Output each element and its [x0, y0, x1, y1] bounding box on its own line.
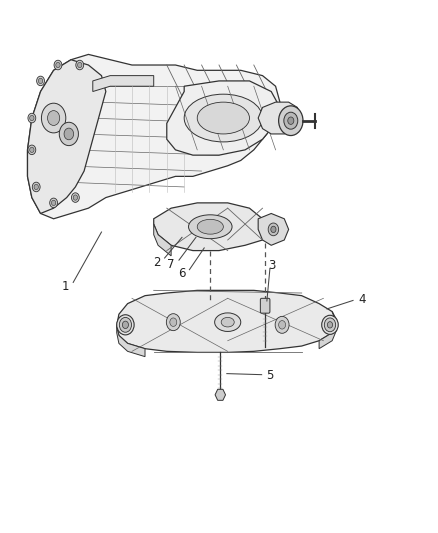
Ellipse shape [117, 315, 134, 335]
Polygon shape [117, 326, 145, 357]
Circle shape [39, 78, 43, 84]
Circle shape [288, 117, 294, 124]
Circle shape [42, 103, 66, 133]
Polygon shape [28, 60, 106, 214]
Circle shape [324, 318, 336, 332]
Polygon shape [93, 76, 154, 92]
Circle shape [279, 320, 286, 329]
Polygon shape [154, 203, 267, 251]
Text: 3: 3 [268, 259, 276, 272]
Ellipse shape [197, 102, 250, 134]
Ellipse shape [184, 94, 262, 142]
Ellipse shape [322, 316, 338, 334]
Circle shape [56, 62, 60, 68]
Circle shape [47, 111, 60, 125]
Circle shape [122, 321, 128, 328]
Ellipse shape [188, 215, 232, 239]
Circle shape [49, 198, 57, 208]
Polygon shape [28, 54, 280, 219]
Circle shape [34, 184, 39, 190]
Text: 6: 6 [178, 268, 186, 280]
Ellipse shape [221, 317, 234, 327]
Text: 2: 2 [153, 256, 160, 269]
Polygon shape [154, 224, 171, 256]
Circle shape [54, 60, 62, 70]
Polygon shape [215, 389, 226, 400]
Polygon shape [167, 81, 280, 155]
Circle shape [119, 317, 131, 332]
Circle shape [275, 317, 289, 333]
Circle shape [64, 128, 74, 140]
Circle shape [51, 200, 56, 206]
Circle shape [30, 115, 34, 120]
Polygon shape [258, 102, 302, 134]
Circle shape [284, 112, 298, 129]
Circle shape [37, 76, 45, 86]
Ellipse shape [197, 219, 223, 234]
Polygon shape [117, 290, 336, 352]
Text: 1: 1 [62, 280, 70, 293]
Circle shape [327, 321, 332, 328]
Text: 4: 4 [358, 293, 365, 306]
Circle shape [28, 114, 36, 123]
Circle shape [76, 60, 84, 70]
Circle shape [279, 106, 303, 135]
Circle shape [73, 195, 78, 200]
Circle shape [78, 62, 82, 68]
FancyBboxPatch shape [260, 298, 270, 313]
Circle shape [268, 223, 279, 236]
Circle shape [59, 122, 78, 146]
Text: 7: 7 [167, 258, 175, 271]
Polygon shape [319, 312, 336, 349]
Polygon shape [258, 214, 289, 245]
Circle shape [30, 147, 34, 152]
Circle shape [71, 193, 79, 203]
Circle shape [28, 145, 36, 155]
Circle shape [170, 318, 177, 326]
Circle shape [271, 226, 276, 232]
Text: 5: 5 [266, 369, 273, 382]
Ellipse shape [215, 313, 241, 332]
Circle shape [32, 182, 40, 192]
Circle shape [166, 314, 180, 330]
